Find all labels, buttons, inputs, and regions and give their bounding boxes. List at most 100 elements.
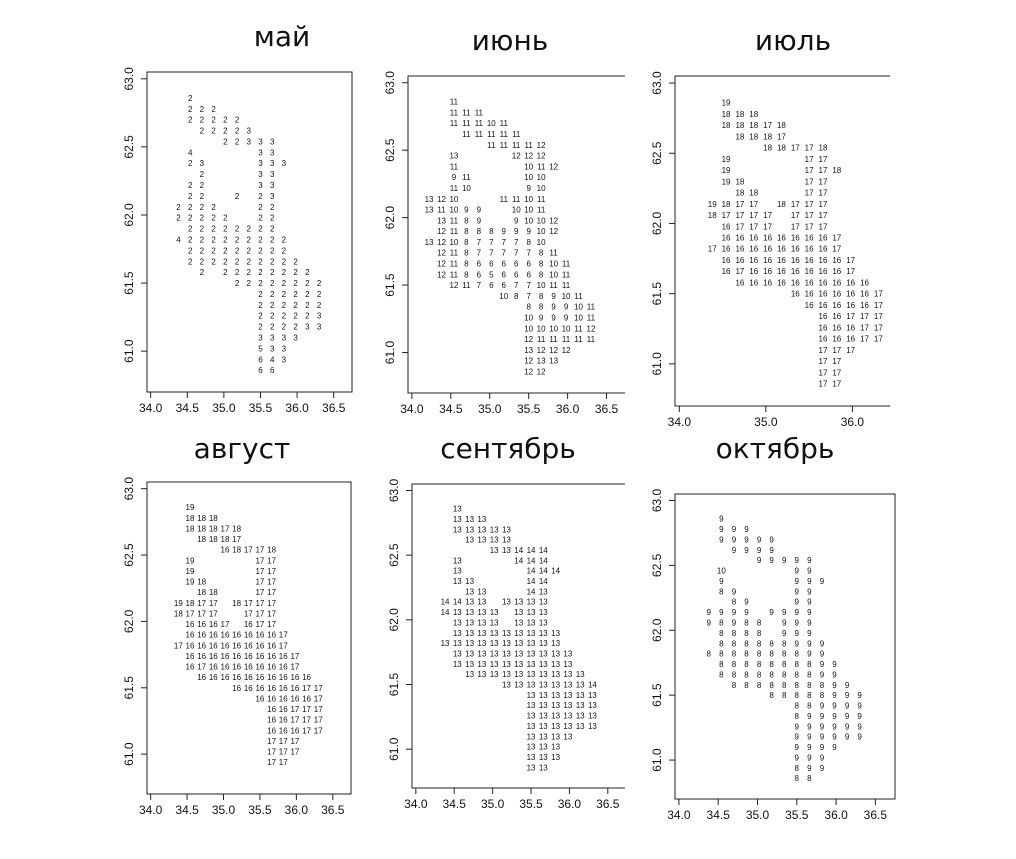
data-point-label: 11 [500,141,509,150]
data-point-label: 17 [735,267,744,276]
data-point-label: 10 [562,324,571,333]
data-point-label: 7 [514,281,519,290]
data-point-label: 17 [805,211,814,220]
data-point-label: 7 [477,238,482,247]
data-point-label: 9 [769,608,774,617]
data-point-label: 2 [258,225,263,234]
data-point-label: 13 [537,357,546,366]
data-point-label: 8 [539,303,544,312]
data-point-label: 2 [270,323,275,332]
data-point-label: 8 [744,618,749,627]
data-point-label: 13 [465,649,474,658]
data-point-label: 6 [502,281,507,290]
data-point-label: 18 [232,599,241,608]
data-point-label: 2 [235,235,240,244]
data-point-label: 16 [267,631,276,640]
data-point-label: 13 [477,629,486,638]
data-point-label: 17 [805,189,814,198]
data-point-label: 2 [305,312,310,321]
data-point-label: 12 [524,335,533,344]
data-point-label: 8 [539,249,544,258]
data-point-label: 8 [539,270,544,279]
data-point-label: 2 [235,257,240,266]
data-point-label: 17 [846,256,855,265]
data-point-label: 8 [744,660,749,669]
data-point-label: 9 [452,173,457,182]
data-point-label: 17 [267,748,276,757]
data-point-label: 14 [441,608,450,617]
data-point-label: 13 [502,629,511,638]
data-point-label: 8 [732,650,737,659]
data-point-label: 9 [795,733,800,742]
data-point-label: 12 [437,238,446,247]
data-point-label: 17 [267,737,276,746]
data-point-label: 2 [258,246,263,255]
data-point-label: 17 [860,335,869,344]
data-point-label: 9 [795,743,800,752]
data-point-label: 13 [539,732,548,741]
data-point-label: 17 [819,200,828,209]
data-point-label: 17 [832,380,841,389]
data-point-label: 16 [805,233,814,242]
data-point-label: 3 [305,323,310,332]
data-point-label: 18 [763,144,772,153]
data-point-label: 8 [769,681,774,690]
data-point-label: 2 [176,203,181,212]
data-point-label: 8 [782,670,787,679]
data-point-label: 9 [845,722,850,731]
data-point-label: 13 [551,639,560,648]
data-point-label: 17 [279,748,288,757]
chart-panel: октябрь 34.0 34.5 35.0 35.5 36.0 36.5 61.0 61.5 6… [625,432,900,832]
data-point-label: 11 [450,227,459,236]
data-point-label: 10 [537,324,546,333]
data-point-label: 13 [477,515,486,524]
data-point-label: 9 [807,587,812,596]
data-point-label: 8 [795,712,800,721]
data-point-label: 2 [235,246,240,255]
data-point-label: 2 [317,290,322,299]
data-point-label: 9 [732,618,737,627]
data-point-label: 7 [526,281,531,290]
data-point-label: 17 [846,346,855,355]
data-point-label: 8 [820,691,825,700]
x-tick-label: 36.5 [322,401,346,415]
data-point-label: 17 [290,748,299,757]
data-point-label: 12 [524,152,533,161]
data-point-label: 16 [763,233,772,242]
data-point-label: 18 [708,211,717,220]
data-point-label: 10 [512,206,521,215]
data-point-label: 4 [270,355,275,364]
data-point-label: 19 [722,177,731,186]
data-point-label: 16 [735,245,744,254]
data-point-label: 2 [282,312,287,321]
data-point-label: 3 [258,334,263,343]
data-point-label: 17 [267,578,276,587]
data-point-label: 2 [211,225,216,234]
data-point-label: 13 [453,618,462,627]
data-point-label: 16 [279,652,288,661]
data-point-label: 17 [819,166,828,175]
data-point-label: 2 [223,257,228,266]
data-point-label: 11 [537,335,546,344]
data-point-label: 2 [258,290,263,299]
data-point-label: 17 [255,620,264,629]
data-point-label: 3 [200,159,205,168]
data-point-label: 13 [514,639,523,648]
data-point-label: 13 [563,712,572,721]
data-point-label: 8 [464,216,469,225]
data-point-label: 17 [267,758,276,767]
data-point-label: 10 [537,184,546,193]
data-point-label: 17 [279,758,288,767]
data-point-label: 2 [317,301,322,310]
data-point-label: 3 [282,334,287,343]
x-tick-label: 34.5 [707,808,731,822]
y-tick-label: 63.0 [650,488,664,512]
data-point-label: 16 [267,726,276,735]
data-point-label: 16 [232,652,241,661]
data-point-label: 2 [188,214,193,223]
data-point-label: 8 [757,660,762,669]
data-point-label: 16 [763,278,772,287]
data-point-label: 16 [777,256,786,265]
data-point-label: 2 [200,268,205,277]
data-point-label: 10 [524,324,533,333]
